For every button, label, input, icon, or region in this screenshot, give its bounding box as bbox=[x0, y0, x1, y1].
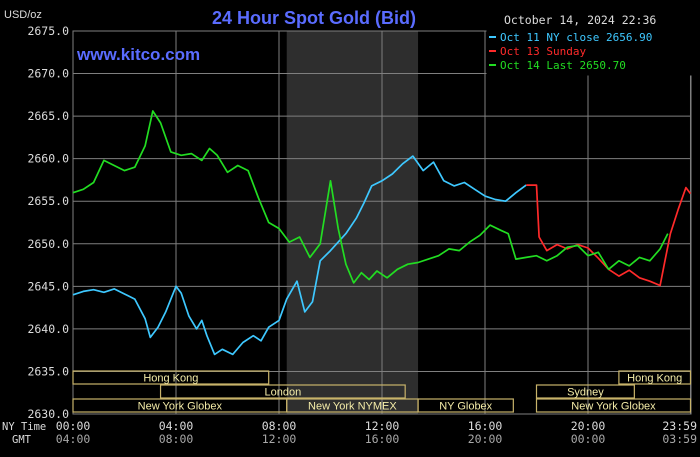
session-bar-frame bbox=[535, 384, 635, 399]
y-tick-label: 2645.0 bbox=[27, 279, 69, 293]
session-bar-label: London bbox=[265, 387, 302, 399]
session-bar-label: Hong Kong bbox=[627, 373, 682, 385]
session-bar-label: Hong Kong bbox=[143, 373, 198, 385]
legend-box bbox=[486, 30, 692, 76]
session-bar-frame bbox=[159, 384, 406, 399]
x-tick-label-ny: 04:00 bbox=[159, 419, 194, 433]
x-tick-label-ny: 08:00 bbox=[262, 419, 297, 433]
session-bar: London bbox=[159, 384, 406, 399]
y-tick-label: 2630.0 bbox=[27, 407, 69, 421]
session-bar-label: Sydney bbox=[567, 387, 604, 399]
y-tick-label: 2640.0 bbox=[27, 322, 69, 336]
y-axis-unit-label: USD/oz bbox=[4, 9, 42, 21]
x-axis: 00:00 04:00 08:00 12:00 16:00 20:00 23:5904:00… bbox=[56, 419, 697, 446]
y-tick-label: 2660.0 bbox=[27, 152, 69, 166]
legend-entry: Oct 14 Last 2650.70 bbox=[500, 59, 626, 72]
session-bar-label: New York NYMEX bbox=[308, 401, 397, 413]
series-line bbox=[72, 110, 669, 284]
x-tick-label-gmt: 20:00 bbox=[468, 432, 503, 446]
price-series bbox=[72, 110, 692, 356]
session-bar-label: New York Globex bbox=[571, 401, 656, 413]
timestamp-label: October 14, 2024 22:36 bbox=[504, 13, 656, 27]
session-bar: Hong Kong bbox=[618, 370, 692, 385]
x-tick-label-gmt: 12:00 bbox=[262, 432, 297, 446]
x-tick-label-gmt: 08:00 bbox=[159, 432, 194, 446]
gmt-row-label: GMT bbox=[12, 434, 32, 446]
session-bar-label: New York Globex bbox=[138, 401, 223, 413]
session-bar: New York Globex bbox=[535, 398, 692, 413]
session-bar-frame bbox=[417, 398, 514, 413]
y-tick-label: 2655.0 bbox=[27, 194, 69, 208]
chart-title: 24 Hour Spot Gold (Bid) bbox=[212, 8, 416, 28]
session-bar: NY Globex bbox=[417, 398, 514, 413]
session-bar-frame bbox=[535, 398, 692, 413]
x-tick-label-gmt: 04:00 bbox=[56, 432, 91, 446]
x-tick-label-ny: 12:00 bbox=[365, 419, 400, 433]
y-tick-label: 2665.0 bbox=[27, 109, 69, 123]
y-axis: 2675.0 2670.0 2665.0 2660.0 2655.0 2650.0 2645… bbox=[27, 24, 69, 421]
legend-entry: Oct 13 Sunday bbox=[500, 45, 586, 58]
y-tick-label: 2670.0 bbox=[27, 67, 69, 81]
x-tick-label-ny: 00:00 bbox=[56, 419, 91, 433]
x-tick-label-gmt: 16:00 bbox=[365, 432, 400, 446]
y-tick-label: 2650.0 bbox=[27, 237, 69, 251]
y-tick-label: 2635.0 bbox=[27, 364, 69, 378]
legend-entry: Oct 11 NY close 2656.90 bbox=[500, 31, 652, 44]
series-line bbox=[72, 155, 527, 356]
market-sessions: Hong Kong Hong Kong London Sydney New York G… bbox=[72, 370, 692, 413]
x-tick-label-gmt: 00:00 bbox=[571, 432, 606, 446]
session-bar: Sydney bbox=[535, 384, 635, 399]
session-bar-frame bbox=[72, 370, 270, 385]
grid-lines bbox=[72, 30, 692, 415]
series-line bbox=[526, 184, 692, 287]
session-bar: Hong Kong bbox=[72, 370, 270, 385]
x-tick-label-gmt: 03:59 bbox=[662, 432, 697, 446]
session-bar-label: NY Globex bbox=[439, 401, 492, 413]
plot-frame bbox=[72, 30, 692, 415]
ny-time-row-label: NY Time bbox=[2, 421, 46, 433]
x-tick-label-ny: 20:00 bbox=[571, 419, 606, 433]
x-tick-label-ny: 23:59 bbox=[662, 419, 697, 433]
session-bar-frame bbox=[618, 370, 692, 385]
y-tick-label: 2675.0 bbox=[27, 24, 69, 38]
brand-label: www.kitco.com bbox=[76, 45, 200, 64]
x-tick-label-ny: 16:00 bbox=[468, 419, 503, 433]
